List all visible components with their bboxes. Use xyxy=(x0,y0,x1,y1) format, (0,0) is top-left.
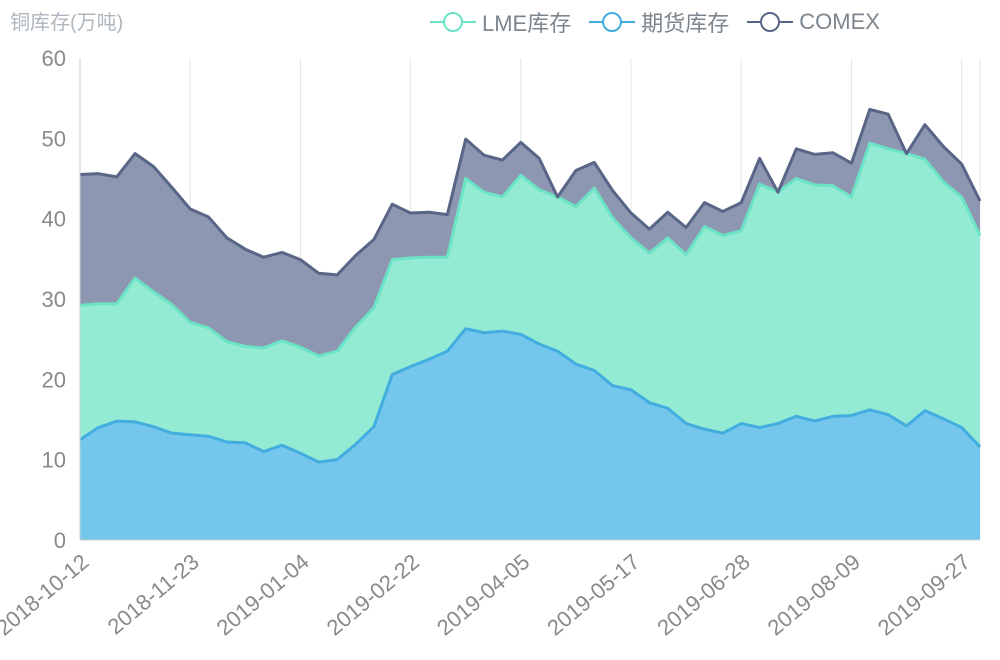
x-tick-label-2: 2019-01-04 xyxy=(212,549,314,640)
legend-item-lme[interactable]: LME库存 xyxy=(430,6,571,38)
legend-marker-futures xyxy=(589,12,636,32)
y-tick-label-0: 0 xyxy=(54,528,66,553)
y-tick-label-50: 50 xyxy=(42,126,66,151)
x-tick-label-7: 2019-08-09 xyxy=(763,549,865,640)
line-series-1 xyxy=(79,141,982,358)
chart-title: 铜库存(万吨) xyxy=(10,12,124,34)
y-tick-label-40: 40 xyxy=(42,207,66,232)
y-tick-label-60: 60 xyxy=(42,46,66,71)
line-series-2 xyxy=(79,107,982,277)
area-series-0 xyxy=(80,328,980,540)
legend-label-lme: LME库存 xyxy=(482,11,572,36)
legend-marker-comex xyxy=(747,12,794,32)
area-series-1 xyxy=(80,143,980,463)
legend-item-comex[interactable]: COMEX xyxy=(747,9,880,35)
legend-marker-lme xyxy=(430,12,476,32)
x-tick-label-0: 2018-10-12 xyxy=(0,549,93,640)
x-tick-label-4: 2019-04-05 xyxy=(432,549,534,640)
x-tick-label-5: 2019-05-17 xyxy=(542,549,644,640)
line-series-0 xyxy=(79,327,982,464)
chart-legend: LME库存 期货库存 COMEX xyxy=(430,6,880,38)
x-tick-label-8: 2019-09-27 xyxy=(873,549,975,640)
legend-item-futures[interactable]: 期货库存 xyxy=(589,6,729,38)
y-tick-label-20: 20 xyxy=(42,367,66,392)
y-tick-label-30: 30 xyxy=(42,287,66,312)
x-tick-label-3: 2019-02-22 xyxy=(322,549,424,640)
y-tick-label-10: 10 xyxy=(42,448,66,473)
legend-label-comex: COMEX xyxy=(799,9,880,34)
x-tick-label-1: 2018-11-23 xyxy=(103,549,204,639)
x-tick-label-6: 2019-06-28 xyxy=(652,549,754,640)
legend-label-futures: 期货库存 xyxy=(641,11,730,36)
